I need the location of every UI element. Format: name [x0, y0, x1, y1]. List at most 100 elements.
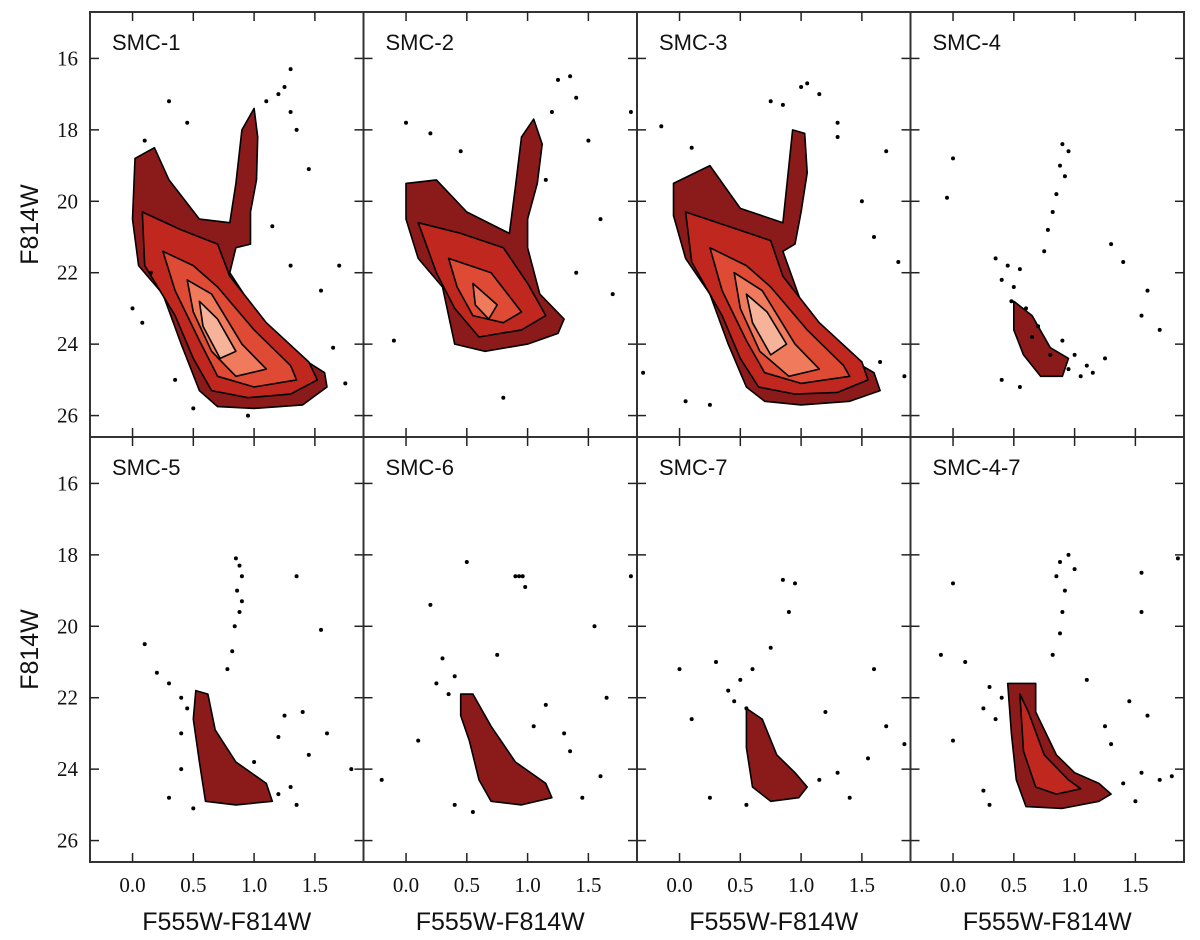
star-point [780, 577, 785, 582]
star-point [154, 670, 159, 675]
panel-smc-5: SMC-5 [89, 436, 365, 863]
star-point [610, 292, 615, 297]
star-point [677, 667, 682, 672]
star-point [780, 102, 785, 107]
star-point [1072, 352, 1077, 357]
star-point [440, 656, 445, 661]
star-point [878, 360, 883, 364]
star-point [294, 802, 299, 807]
star-point [1157, 327, 1162, 332]
star-point [1062, 174, 1067, 179]
y-tick-label: 22 [57, 261, 78, 285]
x-tick-label: 0.0 [666, 873, 692, 897]
star-point [1157, 777, 1162, 782]
star-point [173, 377, 178, 382]
star-point [1011, 285, 1016, 289]
star-point [225, 667, 230, 672]
star-point [726, 688, 731, 693]
star-point [404, 120, 408, 125]
star-point [464, 560, 469, 564]
star-point [185, 120, 190, 125]
star-point [185, 706, 190, 711]
star-point [523, 585, 528, 589]
star-point [1062, 588, 1067, 593]
star-point [999, 277, 1004, 282]
star-point [167, 681, 171, 686]
star-point [951, 738, 955, 743]
star-point [1024, 306, 1028, 311]
star-point [799, 85, 804, 89]
star-point [1103, 724, 1107, 729]
star-point [847, 795, 852, 800]
star-point [319, 288, 323, 293]
star-point [683, 399, 688, 404]
star-point [276, 735, 281, 739]
star-point [239, 574, 244, 579]
star-point [951, 581, 955, 586]
star-point [1127, 699, 1132, 704]
star-point [1090, 370, 1095, 375]
star-point [1121, 781, 1126, 786]
star-point [1139, 570, 1144, 575]
star-point [817, 777, 822, 782]
contour-level-3 [447, 257, 523, 324]
star-point [1084, 363, 1089, 368]
star-point [237, 610, 242, 614]
star-point [951, 156, 955, 161]
star-point [993, 256, 998, 261]
star-point [142, 138, 147, 143]
x-axis-label: F555W-F814W [963, 908, 1132, 936]
star-point [1084, 677, 1089, 682]
y-tick-label: 20 [57, 614, 78, 638]
star-point [963, 660, 968, 664]
star-point [1054, 192, 1059, 197]
star-point [628, 110, 633, 114]
star-point [434, 681, 439, 686]
star-point [872, 667, 876, 672]
panel-grid: SMC-1 SMC-2 SMC-3 SMC-4 SMC-5 SMC-6 SMC-7 SMC-4… [89, 11, 1185, 863]
star-point [501, 395, 506, 400]
star-point [531, 724, 536, 729]
star-point [191, 406, 196, 411]
star-point [835, 120, 840, 125]
x-tick-label: 1.0 [514, 873, 540, 897]
axis-labels: 16 18 20 22 24 26 F814W 16 18 20 22 24 26 F814W 0.0 0.5… [16, 46, 1149, 936]
star-point [768, 99, 773, 104]
panel-title: SMC-6 [386, 455, 454, 480]
star-point [628, 574, 633, 579]
star-point [568, 749, 573, 754]
star-point [288, 110, 293, 114]
star-point [235, 588, 240, 593]
star-point [1121, 260, 1126, 264]
star-point [1045, 227, 1050, 232]
x-tick-label: 0.0 [940, 873, 966, 897]
contour-level-1 [192, 689, 274, 806]
panel-frame [909, 436, 1185, 863]
star-point [592, 624, 597, 629]
star-point [549, 110, 554, 114]
x-tick-label: 1.5 [302, 873, 328, 897]
star-point [148, 270, 153, 275]
contour-level-4 [186, 279, 268, 378]
star-point [750, 667, 755, 672]
x-tick-label: 1.0 [241, 873, 267, 897]
panel-smc-4: SMC-4 [909, 11, 1185, 438]
star-point [1139, 770, 1144, 775]
star-point [306, 752, 311, 757]
star-point [288, 263, 293, 268]
star-point [179, 767, 184, 772]
star-point [452, 674, 457, 679]
star-point [282, 713, 287, 718]
star-point [230, 649, 235, 654]
star-point [1139, 313, 1144, 318]
star-point [987, 685, 992, 689]
star-point [768, 645, 773, 650]
star-point [167, 99, 171, 104]
contour-level-1 [1013, 300, 1070, 378]
star-point [325, 731, 329, 736]
x-tick-label: 0.5 [180, 873, 206, 897]
star-point [416, 738, 421, 743]
star-point [981, 706, 986, 711]
star-point [237, 563, 242, 568]
star-point [987, 802, 992, 807]
